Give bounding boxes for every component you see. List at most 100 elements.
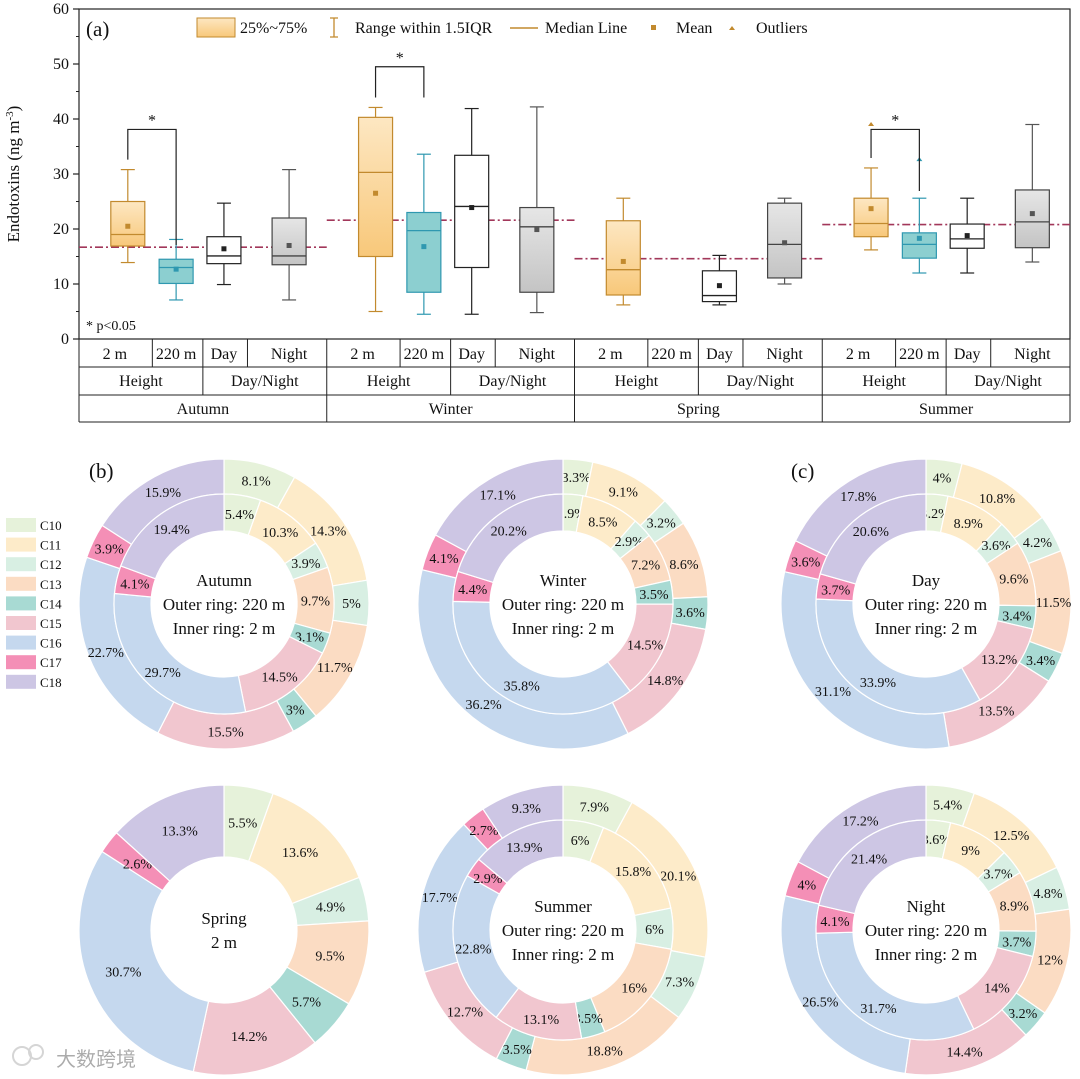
box-2m bbox=[357, 106, 394, 313]
inner-slice-label: 31.7% bbox=[860, 1002, 897, 1017]
inner-slice-label: 3.7% bbox=[1002, 936, 1032, 951]
inner-slice-c16 bbox=[452, 600, 632, 715]
outer-slice-label: 5% bbox=[342, 597, 361, 612]
season-spring bbox=[574, 197, 823, 306]
box-2m bbox=[605, 197, 641, 306]
inner-slice-label: 19.4% bbox=[154, 523, 191, 538]
single-slice-label: 30.7% bbox=[105, 966, 142, 981]
box-day bbox=[949, 197, 985, 274]
outer-slice-label: 17.2% bbox=[842, 815, 879, 830]
column-label: 2 m bbox=[350, 346, 375, 363]
inner-slice-label: 13.9% bbox=[506, 841, 543, 856]
box-2m bbox=[853, 121, 889, 251]
legend-whisker-swatch bbox=[330, 17, 338, 38]
group-label-height: Height bbox=[119, 373, 163, 390]
group-label-height: Height bbox=[615, 373, 659, 390]
outer-slice-label: 3.3% bbox=[562, 471, 592, 486]
inner-slice-label: 3.5% bbox=[639, 588, 669, 603]
outer-slice-label: 5.4% bbox=[933, 798, 963, 813]
box-220m bbox=[406, 153, 442, 315]
outer-slice-label: 4% bbox=[933, 472, 952, 487]
box-day bbox=[206, 202, 242, 286]
significance-star: * bbox=[148, 112, 156, 129]
inner-slice-label: 33.9% bbox=[860, 676, 897, 691]
y-tick-label: 40 bbox=[53, 111, 69, 128]
season-summer: * bbox=[822, 112, 1070, 274]
inner-slice-label: 9.7% bbox=[301, 595, 331, 610]
inner-slice-label: 2.9% bbox=[473, 872, 503, 887]
mean-marker bbox=[286, 243, 292, 248]
inner-slice-label: 6% bbox=[571, 834, 590, 849]
season-autumn: * bbox=[79, 112, 327, 301]
single-slice-label: 5.7% bbox=[292, 995, 322, 1010]
outer-slice-label: 12.7% bbox=[447, 1006, 484, 1021]
season-label: Autumn bbox=[177, 401, 229, 418]
inner-slice-label: 16% bbox=[621, 981, 647, 996]
outer-slice-label: 11.7% bbox=[317, 661, 353, 676]
legend-swatch-c13 bbox=[6, 576, 36, 591]
panel-tag: (b) bbox=[89, 459, 114, 483]
legend-label-c16: C16 bbox=[40, 636, 62, 651]
inner-slice-c18 bbox=[477, 819, 564, 884]
group-label-daynight: Day/Night bbox=[231, 373, 299, 390]
donut-center-label: Winter bbox=[540, 571, 587, 590]
single-slice-c18 bbox=[115, 784, 225, 882]
inner-slice-c18 bbox=[457, 493, 564, 584]
inner-slice-label: 13.1% bbox=[523, 1013, 560, 1028]
mean-marker bbox=[469, 205, 475, 211]
single-slice-label: 9.5% bbox=[315, 949, 345, 964]
column-label: Day bbox=[211, 346, 238, 363]
outer-slice-label: 15.5% bbox=[208, 725, 245, 740]
y-tick-label: 0 bbox=[61, 331, 69, 348]
outer-slice-label: 3% bbox=[286, 704, 305, 719]
y-axis-label: Endotoxins (ng m-3) bbox=[4, 106, 23, 243]
box-plot-panel: 0 10 20 30 40 50 60 Endotoxins (ng m-3) (a) * p<0… bbox=[4, 1, 1071, 423]
donut-center-label: Inner ring: 2 m bbox=[875, 945, 977, 964]
significance-note: * p<0.05 bbox=[86, 319, 136, 334]
legend-label-c10: C10 bbox=[40, 518, 62, 533]
outer-slice-label: 8.6% bbox=[669, 558, 699, 573]
inner-slice-label: 10.3% bbox=[262, 526, 299, 541]
legend-swatch-c12 bbox=[6, 557, 36, 572]
outer-slice-label: 3.9% bbox=[95, 542, 125, 557]
legend-swatch-c18 bbox=[6, 674, 36, 689]
y-tick-label: 20 bbox=[53, 221, 69, 238]
inner-slice-label: 14.5% bbox=[261, 671, 298, 686]
single-slice-label: 13.6% bbox=[282, 846, 319, 861]
box-220m bbox=[901, 157, 937, 274]
legend-swatch-c15 bbox=[6, 616, 36, 630]
column-label: 2 m bbox=[846, 346, 871, 363]
box-night bbox=[1014, 123, 1050, 263]
inner-slice-label: 8.9% bbox=[954, 517, 984, 532]
inner-slice-label: 22.8% bbox=[455, 942, 492, 957]
outer-slice-label: 17.7% bbox=[422, 891, 459, 906]
inner-slice-label: 3.7% bbox=[983, 868, 1013, 883]
iqr-box bbox=[853, 197, 889, 238]
y-tick-label: 50 bbox=[53, 56, 69, 73]
outer-slice-label: 3.2% bbox=[1008, 1007, 1038, 1022]
inner-slice-label: 14% bbox=[984, 982, 1010, 997]
legend-label-c15: C15 bbox=[40, 616, 62, 631]
inner-slice-label: 20.2% bbox=[491, 524, 528, 539]
column-label: 2 m bbox=[598, 346, 623, 363]
inner-slice-label: 3.6% bbox=[922, 833, 952, 848]
outer-slice-label: 18.8% bbox=[587, 1044, 624, 1059]
donut-center-label: Inner ring: 2 m bbox=[512, 619, 614, 638]
outer-slice-label: 36.2% bbox=[466, 698, 503, 713]
mean-marker bbox=[1029, 211, 1035, 217]
mean-marker bbox=[716, 283, 722, 289]
season-label: Winter bbox=[429, 401, 473, 418]
inner-slice-label: 3.7% bbox=[821, 583, 851, 598]
box-day bbox=[454, 107, 490, 315]
outer-slice-label: 4.8% bbox=[1033, 887, 1063, 902]
outer-slice-label: 3.4% bbox=[1026, 654, 1056, 669]
inner-slice-label: 4.1% bbox=[120, 578, 150, 593]
iqr-box bbox=[357, 116, 394, 258]
column-label: 220 m bbox=[899, 346, 940, 363]
inner-slice-label: 5.4% bbox=[225, 508, 255, 523]
significance-bracket bbox=[374, 66, 425, 98]
column-label: Night bbox=[271, 346, 308, 363]
mean-marker bbox=[782, 240, 788, 246]
